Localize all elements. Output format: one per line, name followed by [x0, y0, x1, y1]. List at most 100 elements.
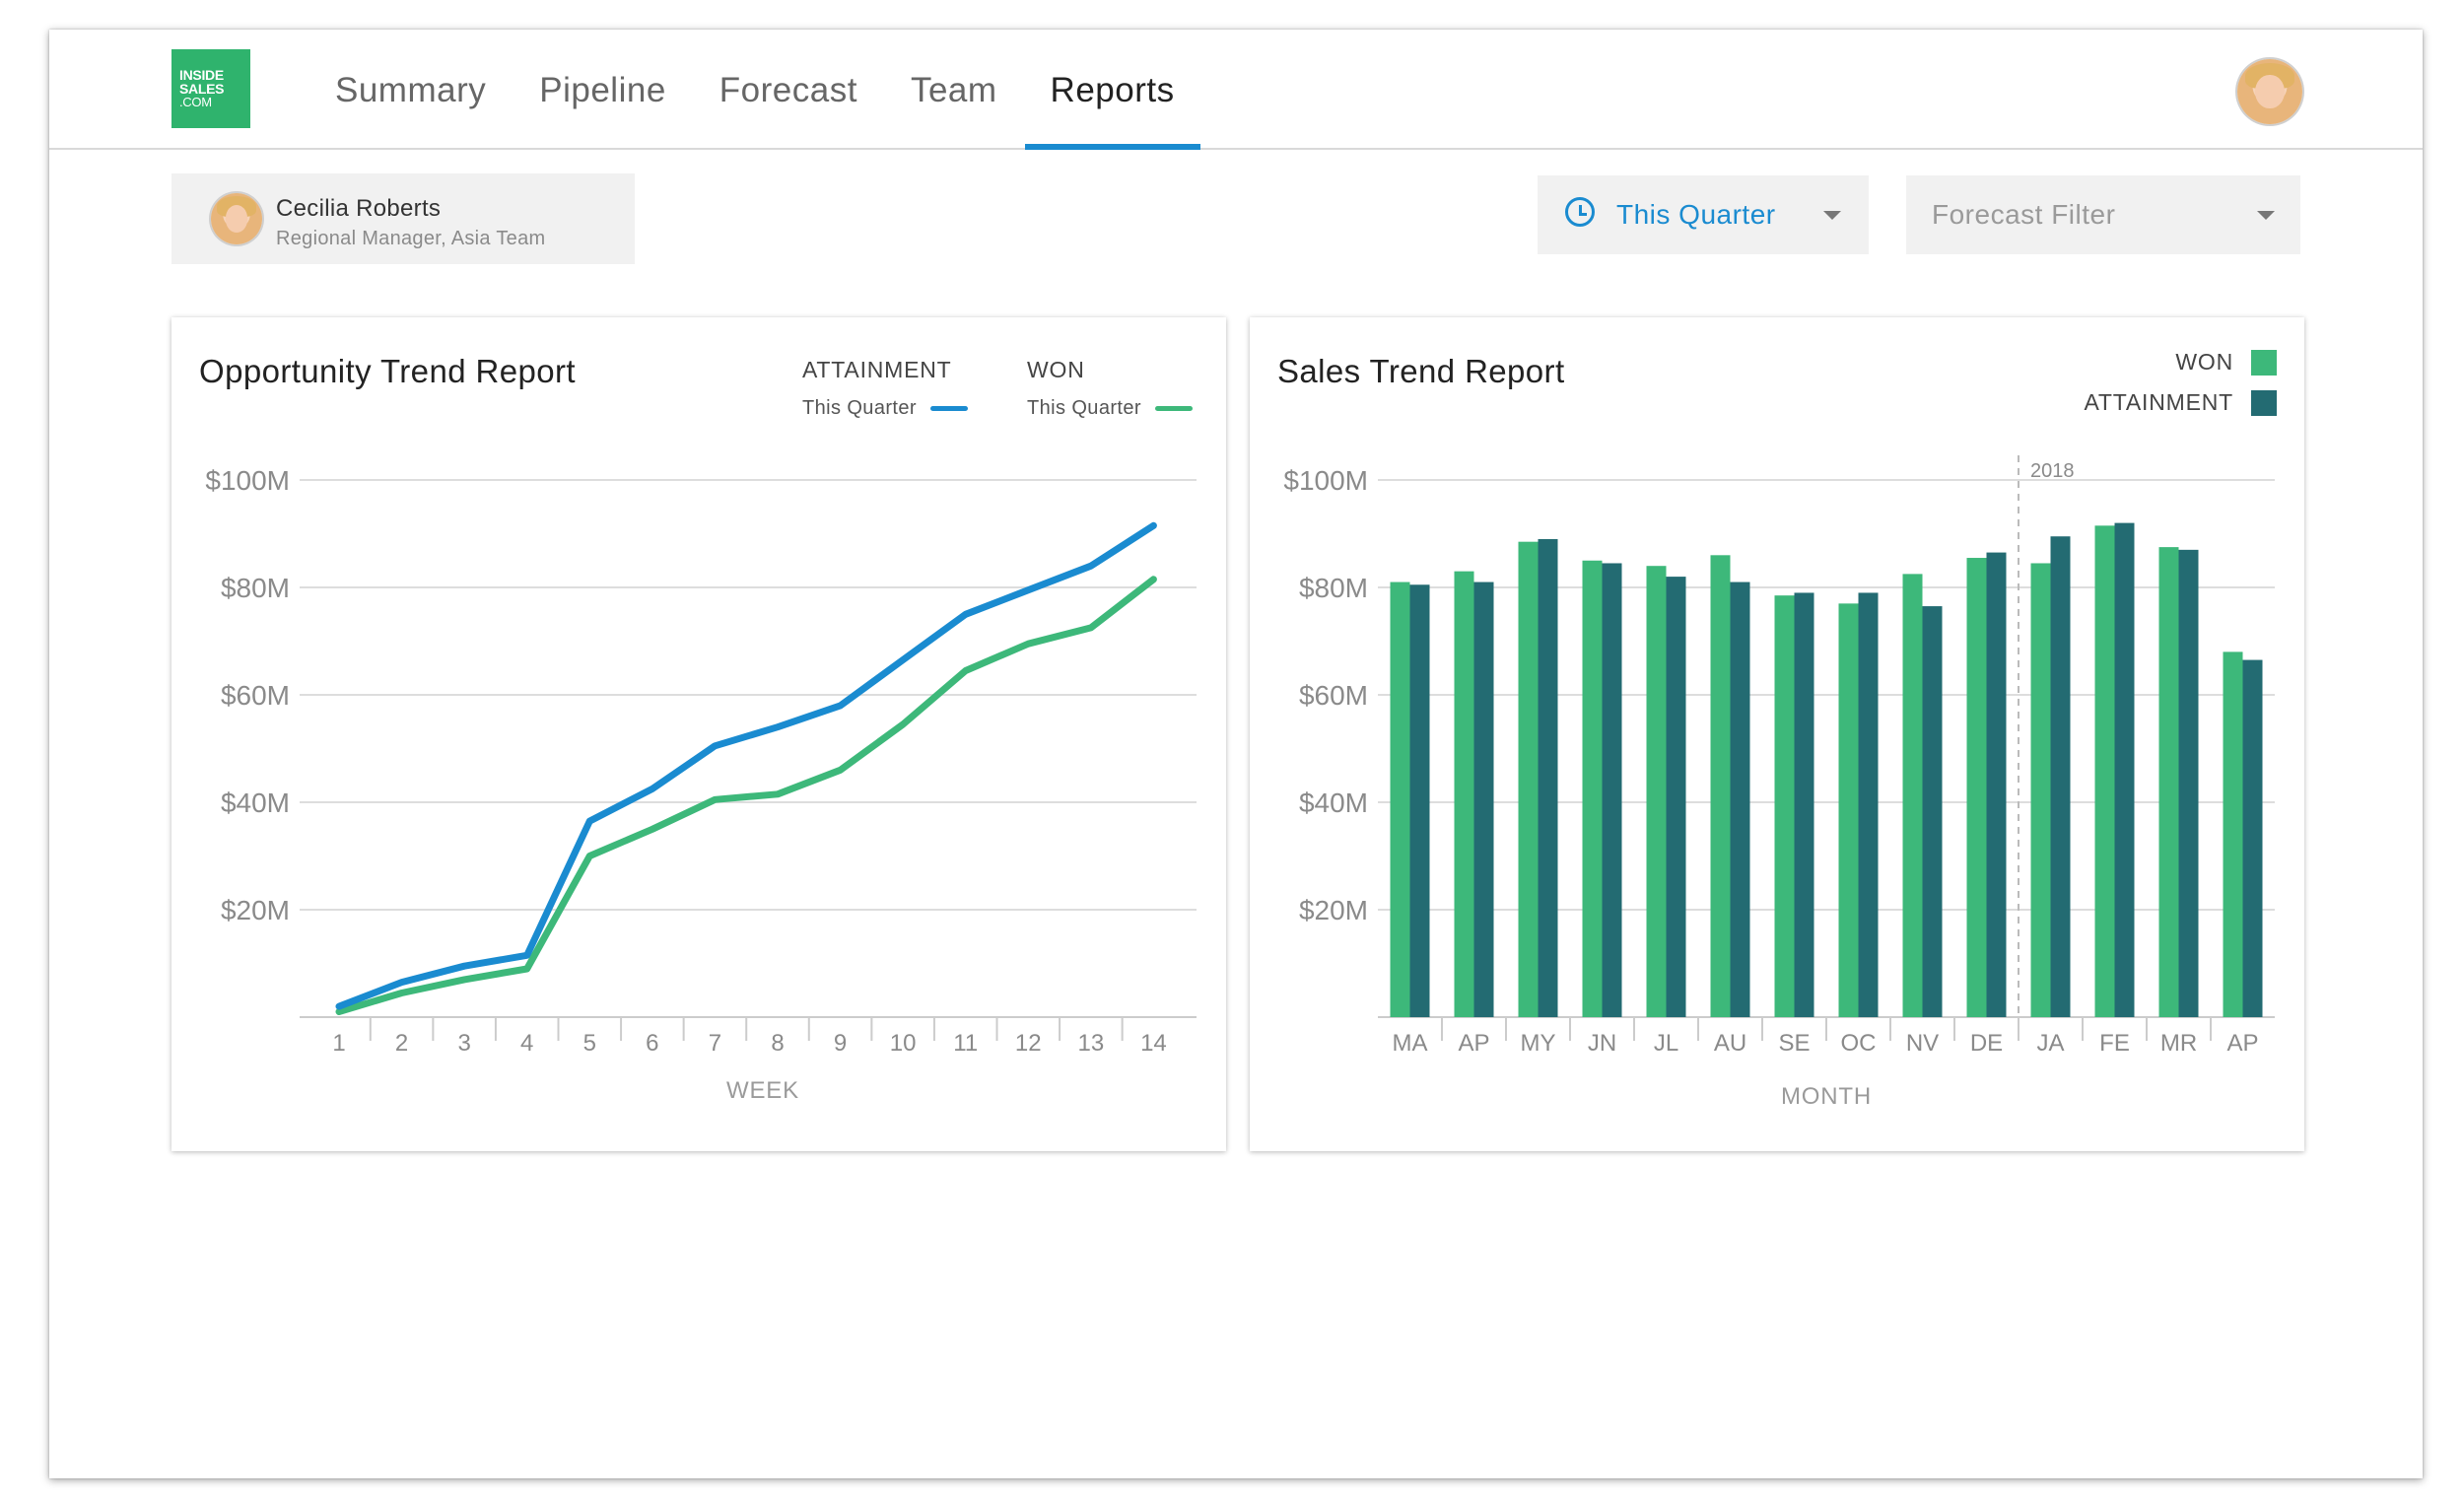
y-tick-label: $80M [1299, 573, 1368, 603]
x-tick-label: DE [1970, 1030, 2003, 1057]
bar-won [1646, 566, 1667, 1017]
legend-won-label: WON [2175, 349, 2233, 375]
nav-tab-forecast[interactable]: Forecast [719, 71, 857, 109]
x-tick-label: AP [1458, 1030, 1489, 1057]
legend-attainment-label: ATTAINMENT [802, 357, 952, 382]
x-tick-label: AP [2226, 1030, 2258, 1057]
y-tick-label: $100M [1283, 465, 1368, 496]
bar-won [2158, 547, 2179, 1017]
bar-won [2030, 563, 2051, 1017]
y-tick-label: $20M [221, 895, 290, 925]
bar-attainment [1409, 584, 1430, 1017]
bar-won [1710, 555, 1731, 1017]
y-tick-label: $40M [221, 787, 290, 818]
bar-won [2094, 525, 2115, 1017]
bar-attainment [1794, 592, 1814, 1017]
logo-line-2: SALES [179, 81, 225, 97]
bar-won [2223, 651, 2243, 1017]
x-tick-label: NV [1906, 1030, 1939, 1057]
nav-tab-reports[interactable]: Reports [1024, 30, 1200, 150]
legend-won-swatch [2251, 349, 2277, 376]
bar-attainment [2114, 522, 2135, 1017]
forecast-filter-dropdown[interactable]: Forecast Filter [1906, 175, 2300, 254]
x-tick-label: JA [2036, 1030, 2064, 1057]
legend-won-line [1154, 406, 1193, 411]
user-avatar[interactable] [2237, 59, 2302, 124]
x-tick-label: 11 [953, 1030, 978, 1057]
bar-won [1454, 571, 1474, 1017]
x-tick-label: SE [1778, 1030, 1810, 1057]
top-bar: INSIDE SALES .COM Summary Pipeline Forec… [49, 30, 2423, 150]
bar-attainment [1730, 581, 1750, 1017]
bar-attainment [1473, 581, 1494, 1017]
chevron-down-icon [2257, 211, 2275, 220]
app-window: INSIDE SALES .COM Summary Pipeline Forec… [49, 30, 2423, 1478]
x-tick-label: MR [2160, 1030, 2197, 1057]
x-tick-label: 6 [646, 1030, 658, 1057]
legend-won-label: WON [1027, 357, 1085, 382]
x-tick-label: 7 [709, 1030, 721, 1057]
user-role: Regional Manager, Asia Team [276, 228, 546, 249]
y-tick-label: $20M [1299, 895, 1368, 925]
bar-won [1582, 560, 1603, 1017]
bar-won [1518, 541, 1539, 1017]
bar-attainment [1858, 592, 1879, 1017]
opportunity-trend-title: Opportunity Trend Report [199, 353, 576, 389]
bar-won [1774, 595, 1795, 1017]
user-card-avatar [211, 193, 262, 244]
bar-attainment [2178, 549, 2199, 1017]
main-nav: Summary Pipeline Forecast Team Reports [335, 30, 1228, 150]
x-tick-label: AU [1714, 1030, 1746, 1057]
bar-attainment [2050, 536, 2071, 1017]
y-tick-label: $60M [1299, 680, 1368, 711]
x-tick-label: 8 [771, 1030, 784, 1057]
x-tick-label: 14 [1140, 1030, 1167, 1057]
bar-attainment [1538, 538, 1558, 1017]
x-tick-label: 13 [1078, 1030, 1105, 1057]
legend-attainment-period: This Quarter [802, 397, 917, 419]
insidesales-logo[interactable]: INSIDE SALES .COM [171, 49, 250, 128]
x-axis-title: WEEK [726, 1077, 799, 1104]
opportunity-trend-card: $100M $80M $60M $40M $20M 1 2 3 4 5 6 7 8 9 10 11 12 13 14… [171, 317, 1226, 1151]
user-name: Cecilia Roberts [276, 195, 442, 222]
nav-tab-pipeline[interactable]: Pipeline [539, 71, 666, 109]
bar-attainment [1666, 577, 1686, 1017]
legend-won-sub: This Quarter [1027, 397, 1193, 420]
x-tick-label: OC [1841, 1030, 1877, 1057]
bar-attainment [1986, 552, 2007, 1017]
legend-attainment-sub: This Quarter [802, 397, 968, 420]
y-tick-label: $100M [205, 465, 290, 496]
x-tick-label: 1 [332, 1030, 345, 1057]
y-tick-label: $40M [1299, 787, 1368, 818]
x-tick-label: FE [2099, 1030, 2130, 1057]
bar-attainment [1602, 563, 1622, 1017]
clock-icon [1565, 197, 1595, 227]
bar-attainment [2242, 659, 2263, 1017]
legend-attainment-label: ATTAINMENT [2084, 389, 2233, 415]
bar-won [1966, 558, 1987, 1017]
x-tick-label: MA [1393, 1030, 1428, 1057]
x-tick-label: 2 [395, 1030, 408, 1057]
x-tick-label: JL [1654, 1030, 1678, 1057]
user-card[interactable]: Cecilia Roberts Regional Manager, Asia T… [171, 173, 635, 264]
x-tick-label: MY [1521, 1030, 1556, 1057]
period-dropdown-label: This Quarter [1616, 199, 1776, 230]
nav-tab-team[interactable]: Team [910, 71, 997, 109]
period-dropdown[interactable]: This Quarter [1538, 175, 1869, 254]
legend-attainment: ATTAINMENT This Quarter [802, 357, 968, 420]
nav-tab-summary[interactable]: Summary [335, 71, 487, 109]
bar-attainment [1922, 606, 1943, 1017]
legend-won: WON This Quarter [1027, 357, 1193, 420]
logo-line-1: INSIDE [179, 67, 224, 83]
x-tick-label: 10 [890, 1030, 917, 1057]
legend-attainment: ATTAINMENT [2084, 389, 2277, 416]
bar-won [1390, 581, 1410, 1017]
x-axis-title: MONTH [1781, 1083, 1872, 1110]
legend-won-period: This Quarter [1027, 397, 1141, 419]
x-tick-label: 9 [834, 1030, 847, 1057]
x-tick-label: 3 [457, 1030, 470, 1057]
x-tick-label: JN [1588, 1030, 1616, 1057]
legend-attainment-swatch [2251, 389, 2277, 416]
logo-line-3: .COM [179, 95, 212, 109]
